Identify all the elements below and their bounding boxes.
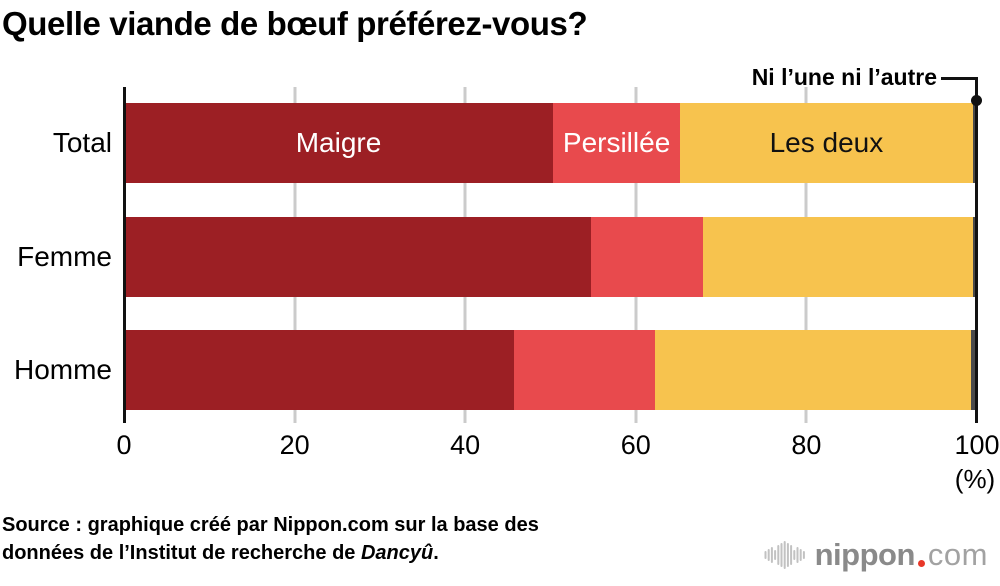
x-axis-unit-label: (%)	[954, 464, 996, 494]
y-axis-line	[122, 87, 126, 423]
bar-row-total: Maigre Persillée Les deux	[124, 103, 977, 183]
bar-segment-femme-4	[972, 217, 977, 297]
x-tick-label-20: 20	[279, 430, 310, 460]
category-label-total: Total	[52, 127, 112, 158]
plot-area: Maigre Persillée Les deux	[122, 87, 977, 423]
nippon-logo: nippon com	[764, 537, 988, 573]
annotation-leader-horizontal	[941, 77, 978, 80]
bar-segment-homme-4	[971, 330, 977, 410]
source-line-2: données de l’Institut de recherche de Da…	[2, 542, 439, 564]
bar-segment-femme-1	[124, 217, 591, 297]
annotation-leader-dot	[971, 95, 982, 106]
annotation-label: Ni l’une ni l’autre	[751, 64, 937, 90]
bar-segment-homme-3	[655, 330, 972, 410]
logo-dot	[917, 559, 925, 567]
x-tick-label-40: 40	[450, 430, 481, 460]
chart-title: Quelle viande de bœuf préférez-vous?	[2, 5, 588, 42]
soundwave-bars-icon	[764, 541, 805, 569]
category-label-femme: Femme	[17, 241, 112, 272]
category-label-homme: Homme	[13, 354, 112, 385]
source-line-1: Source : graphique créé par Nippon.com s…	[2, 514, 539, 536]
bar-segment-total-4	[972, 103, 977, 183]
bar-segment-total-1: Maigre	[124, 103, 554, 183]
bar-segment-femme-3	[703, 217, 973, 297]
bar-segment-total-3: Les deux	[680, 103, 973, 183]
x-tick-label-80: 80	[791, 430, 822, 460]
source-publication-name: Dancyû	[360, 542, 434, 564]
logo-name-text: nippon	[814, 537, 916, 572]
logo-tld-text: com	[927, 537, 988, 572]
bar-segment-femme-2	[590, 217, 704, 297]
bar-segment-homme-1	[124, 330, 514, 410]
bar-segment-homme-2	[513, 330, 656, 410]
bar-row-homme	[124, 330, 977, 410]
x-tick-label-0: 0	[116, 430, 132, 460]
x-tick-label-100: 100	[954, 430, 1000, 460]
bar-row-femme	[124, 217, 977, 297]
annotation-leader-vertical	[975, 77, 978, 423]
source-note: Source : graphique créé par Nippon.com s…	[2, 511, 539, 567]
x-tick-label-60: 60	[620, 430, 651, 460]
bar-segment-total-2: Persillée	[553, 103, 681, 183]
